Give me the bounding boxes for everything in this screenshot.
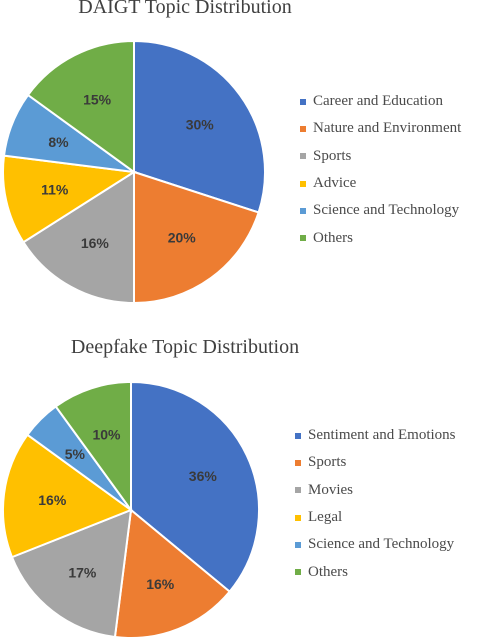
legend-swatch <box>300 235 306 242</box>
legend-swatch <box>300 98 306 105</box>
pie-slice-sentiment-and-emotions <box>130 380 260 593</box>
legend-item-legal: Legal <box>295 504 456 531</box>
legend-swatch <box>295 569 301 576</box>
legend-label: Science and Technology <box>313 202 460 219</box>
legend-label: Nature and Environment <box>313 120 462 137</box>
data-label-advice: 11% <box>41 182 69 198</box>
legend-swatch <box>300 153 306 160</box>
pie-slice-others <box>54 380 132 514</box>
legend-swatch <box>295 541 301 548</box>
pie-slice-career-and-education <box>133 39 266 214</box>
pie-slice-others <box>26 39 135 174</box>
data-label-sports: 16% <box>81 235 110 251</box>
legend-swatch <box>300 207 306 214</box>
data-label-sports: 16% <box>146 576 175 592</box>
data-label-movies: 17% <box>68 565 97 581</box>
data-label-nature-and-environment: 20% <box>168 230 197 246</box>
legend-label: Others <box>313 229 353 246</box>
chart-title: DAIGT Topic Distribution <box>78 0 292 18</box>
legend-item-nature-and-environment: Nature and Environment <box>300 115 461 142</box>
legend-item-science-and-technology: Science and Technology <box>300 197 461 224</box>
legend-item-advice: Advice <box>300 170 461 197</box>
pie-plot: 36% 16% 17% 16% 5% 10% <box>2 380 260 639</box>
pie-plot: 30% 20% 16% 11% 8% 15% <box>2 39 266 305</box>
legend-label: Others <box>308 563 348 580</box>
pie-slice-sports <box>113 508 232 639</box>
legend-item-science-and-technology: Science and Technology <box>295 531 456 558</box>
legend-swatch <box>295 459 301 466</box>
legend-label: Advice <box>313 175 357 192</box>
legend-label: Sports <box>313 147 352 164</box>
legend-swatch <box>300 180 306 187</box>
legend-item-others: Others <box>295 558 456 585</box>
data-label-others: 10% <box>92 427 121 443</box>
legend-item-movies: Movies <box>295 477 456 504</box>
legend-label: Movies <box>308 481 353 498</box>
pie-slice-advice <box>2 154 137 244</box>
data-label-career-and-education: 30% <box>186 116 215 132</box>
legend-item-sports: Sports <box>300 143 461 170</box>
legend: Sentiment and Emotions Sports Movies Legal S… <box>295 422 456 586</box>
legend-swatch <box>300 125 306 132</box>
legend-label: Science and Technology <box>308 536 455 553</box>
pie-slice-nature-and-environment <box>133 170 260 305</box>
legend-item-sports: Sports <box>295 449 456 476</box>
data-label-sentiment-and-emotions: 36% <box>189 468 218 484</box>
chart-title: Deepfake Topic Distribution <box>70 336 300 358</box>
legend-label: Legal <box>308 509 343 526</box>
legend-item-others: Others <box>300 224 461 251</box>
pie-slice-sports <box>22 170 135 305</box>
legend-swatch <box>295 432 301 439</box>
legend-label: Sports <box>308 454 347 471</box>
pie-slice-movies <box>10 508 133 639</box>
legend-label: Sentiment and Emotions <box>308 427 456 444</box>
data-label-science-and-technology: 8% <box>48 134 69 150</box>
legend-item-career-and-education: Career and Education <box>300 88 461 115</box>
legend: Career and Education Nature and Environme… <box>300 88 461 252</box>
deepfake-pie-chart: Deepfake Topic Distribution 36% 16% 17% 16%… <box>0 334 480 642</box>
legend-label: Career and Education <box>313 93 443 110</box>
data-label-legal: 16% <box>38 492 67 508</box>
data-label-science-and-technology: 5% <box>65 446 86 462</box>
legend-swatch <box>295 487 301 494</box>
daigt-pie-chart: DAIGT Topic Distribution 30% 20% 16% 11% 8% 1… <box>0 0 480 320</box>
legend-item-sentiment-and-emotions: Sentiment and Emotions <box>295 422 456 449</box>
legend-swatch <box>295 514 301 521</box>
pie-slice-legal <box>2 433 134 559</box>
data-label-others: 15% <box>83 92 112 108</box>
